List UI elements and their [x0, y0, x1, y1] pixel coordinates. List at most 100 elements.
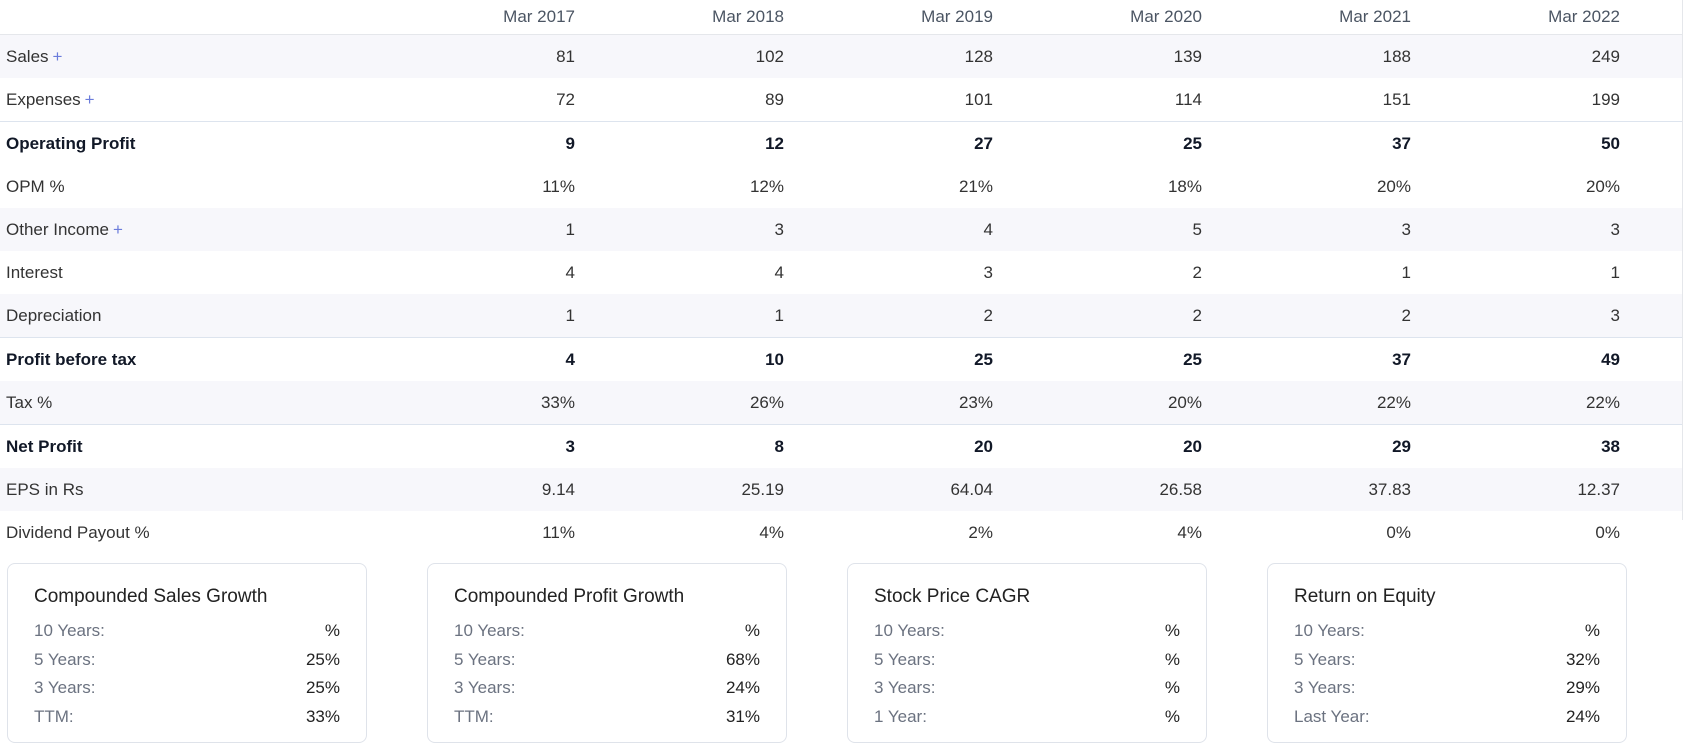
table-cell: 27: [800, 121, 1009, 165]
card-row-label: 10 Years:: [34, 621, 105, 640]
card-row: Last Year: 24%: [1294, 703, 1600, 732]
table-cell: 20%: [1376, 176, 1411, 196]
profit-loss-table: Mar 2017 Mar 2018 Mar 2019 Mar 2020 Mar …: [0, 0, 1682, 554]
row-label: Other Income: [6, 219, 109, 239]
column-header-year: Mar 2021: [1218, 0, 1427, 35]
table-cell: 2: [1218, 294, 1427, 338]
table-right-border: [1682, 0, 1683, 520]
table-row-other-income: Other Income + 1 3 4 5 3 3: [0, 208, 1682, 251]
card-row-value: 33%: [305, 706, 340, 726]
column-header-year: Mar 2019: [800, 0, 1009, 35]
row-label: Operating Profit: [6, 133, 136, 153]
table-cell: 29: [1218, 424, 1427, 468]
card-row-value: 29%: [1565, 678, 1600, 697]
row-label-cell: Net Profit: [0, 424, 382, 468]
table-cell: 20: [800, 424, 1009, 468]
table-cell: 20: [1009, 424, 1218, 468]
table-cell: 139: [1009, 34, 1218, 78]
table-cell: 4%: [1177, 522, 1202, 542]
table-cell: 188: [1218, 34, 1427, 78]
table-cell: 12%: [749, 176, 784, 196]
table-cell: 0%: [1386, 522, 1411, 542]
table-cell: 1: [591, 294, 800, 338]
table-cell: 37: [1218, 337, 1427, 381]
card-row-value: 25%: [305, 678, 340, 697]
card-row-label: 1 Year:: [874, 706, 927, 726]
card-row: 3 Years: %: [874, 674, 1180, 703]
card-row-label: 3 Years:: [1294, 678, 1356, 697]
card-row-value: 25%: [305, 649, 340, 669]
table-cell: 2: [1192, 262, 1202, 282]
table-cell: 26.58: [1009, 468, 1218, 511]
pad-cell: [1636, 34, 1682, 78]
table-cell: 5: [1009, 208, 1218, 251]
table-cell: 0%: [1595, 522, 1620, 542]
row-label-cell[interactable]: Expenses +: [0, 78, 382, 122]
card-row-value: %: [744, 621, 760, 640]
pad-cell: [1636, 208, 1682, 251]
row-label: Net Profit: [6, 436, 83, 456]
table-cell: 4: [800, 208, 1009, 251]
table-cell: 2: [1009, 294, 1218, 338]
table-cell: 10: [591, 337, 800, 381]
table-cell: 102: [591, 34, 800, 78]
card-row-value: %: [1164, 621, 1180, 640]
card-row-label: 10 Years:: [454, 621, 525, 640]
table-cell: 20%: [1009, 381, 1218, 425]
table-cell: 33%: [382, 381, 591, 425]
table-cell: 9.14: [382, 468, 591, 511]
table-cell: 199: [1591, 89, 1620, 109]
card-row-label: 3 Years:: [34, 678, 96, 697]
card-row-label: 10 Years:: [1294, 621, 1365, 640]
card-row-label: 3 Years:: [874, 678, 936, 697]
card-title: Compounded Sales Growth: [34, 586, 268, 607]
table-row-profit-before-tax: Profit before tax 4 10 25 25 37 49: [0, 337, 1682, 381]
table-cell: 101: [964, 89, 993, 109]
expand-plus-button[interactable]: +: [84, 89, 95, 109]
stock-price-cagr-card: Stock Price CAGR 10 Years: % 5 Years: % …: [847, 563, 1207, 743]
card-row-value: %: [1164, 649, 1180, 669]
table-cell: 8: [591, 424, 800, 468]
table-cell: 25: [800, 337, 1009, 381]
card-row-label: 5 Years:: [1294, 649, 1356, 669]
expand-plus-button[interactable]: +: [113, 219, 123, 239]
row-label-cell[interactable]: Sales +: [0, 34, 382, 78]
expand-plus-button[interactable]: +: [52, 46, 63, 66]
pad-cell: [1636, 294, 1682, 338]
row-label: Interest: [6, 262, 63, 282]
card-row-value: 32%: [1565, 649, 1600, 669]
card-row: 5 Years: 25%: [34, 646, 340, 675]
card-title: Compounded Profit Growth: [454, 586, 685, 607]
table-row-eps: EPS in Rs 9.14 25.19 64.04 26.58 37.83 1…: [0, 468, 1682, 511]
card-row-label: 10 Years:: [874, 621, 945, 640]
card-title: Return on Equity: [1294, 586, 1436, 607]
table-cell: 3: [1218, 208, 1427, 251]
card-row-value: 24%: [1565, 706, 1600, 726]
table-cell: 81: [382, 34, 591, 78]
table-cell: 49: [1427, 337, 1636, 381]
compounded-profit-growth-card: Compounded Profit Growth 10 Years: % 5 Y…: [427, 563, 787, 743]
table-cell: 249: [1427, 34, 1636, 78]
row-label: OPM %: [6, 176, 65, 196]
card-row-value: %: [1164, 706, 1180, 726]
card-row: 1 Year: %: [874, 703, 1180, 732]
card-row-label: TTM:: [34, 706, 74, 726]
row-label: Depreciation: [6, 305, 102, 325]
table-cell: 89: [765, 89, 784, 109]
card-row: 10 Years: %: [454, 617, 760, 646]
table-row-depreciation: Depreciation 1 1 2 2 2 3: [0, 294, 1682, 338]
table-cell: 25.19: [591, 468, 800, 511]
table-cell: 64.04: [800, 468, 1009, 511]
row-label: Profit before tax: [6, 349, 137, 369]
table-cell: 3: [983, 262, 993, 282]
growth-cards: Compounded Sales Growth 10 Years: % 5 Ye…: [7, 563, 1659, 745]
return-on-equity-card: Return on Equity 10 Years: % 5 Years: 32…: [1267, 563, 1627, 743]
table-row-tax: Tax % 33% 26% 23% 20% 22% 22%: [0, 381, 1682, 425]
card-row: TTM: 33%: [34, 703, 340, 732]
table-row-dividend-payout: Dividend Payout % 11% 4% 2% 4% 0% 0%: [0, 511, 1682, 554]
card-row: 5 Years: 32%: [1294, 646, 1600, 675]
card-row: 3 Years: 29%: [1294, 674, 1600, 703]
table-cell: 11%: [542, 176, 575, 196]
row-label-cell: OPM %: [0, 165, 382, 208]
row-label-cell[interactable]: Other Income +: [0, 208, 382, 251]
